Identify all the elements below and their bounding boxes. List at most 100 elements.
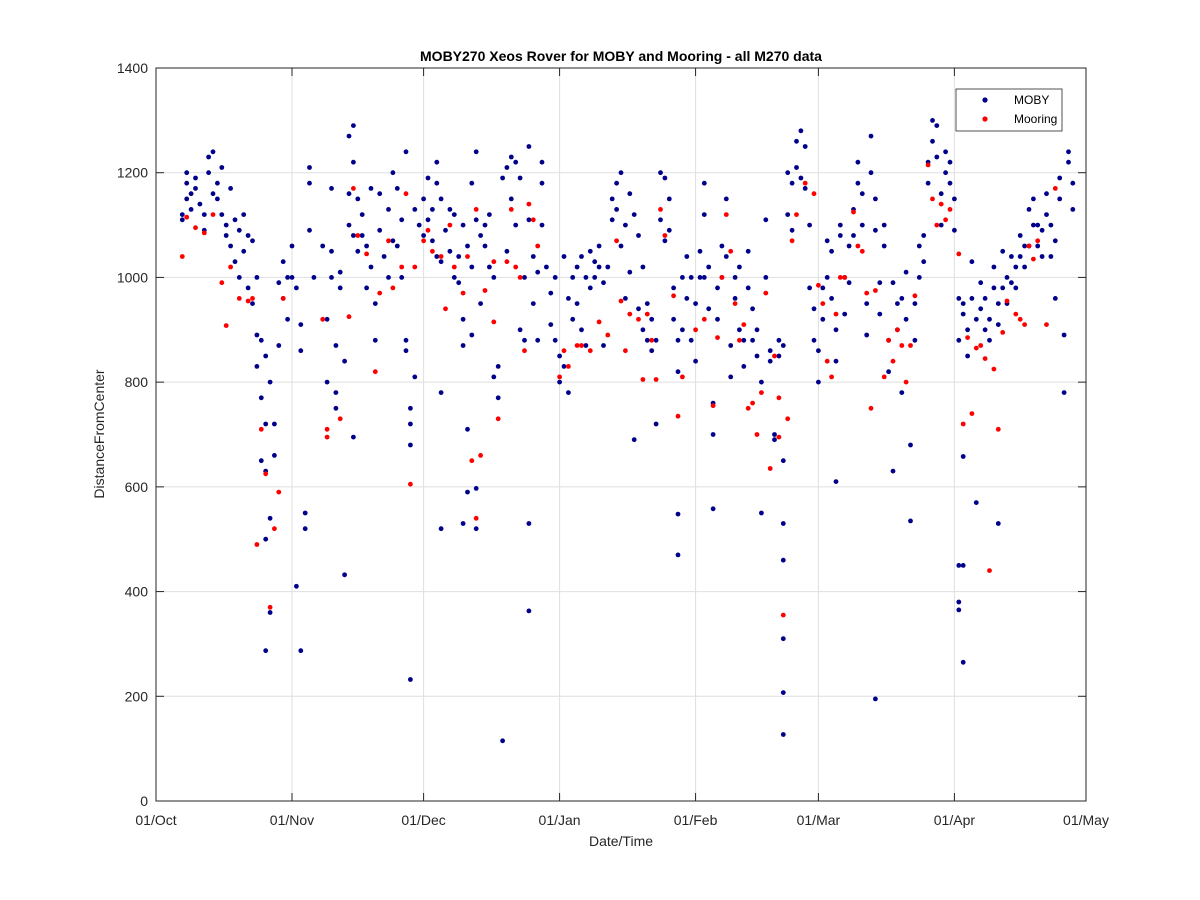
data-point-moby <box>399 217 405 223</box>
data-point-moby <box>789 227 795 233</box>
data-point-moby <box>254 364 260 369</box>
data-point-moby <box>780 636 786 642</box>
data-point-moby <box>587 248 593 254</box>
data-point-moby <box>421 233 426 238</box>
data-point-moby <box>811 306 817 312</box>
data-point-mooring <box>408 481 413 487</box>
data-point-moby <box>258 337 264 343</box>
data-point-moby <box>272 421 277 427</box>
data-point-moby <box>881 243 887 249</box>
data-point-moby <box>693 301 698 306</box>
data-point-moby <box>412 374 418 380</box>
data-point-moby <box>460 521 466 526</box>
data-point-moby <box>263 536 269 542</box>
data-point-moby <box>684 296 690 301</box>
data-point-moby <box>701 180 707 186</box>
data-point-moby <box>487 212 492 218</box>
data-point-mooring <box>1026 243 1032 249</box>
data-point-moby <box>644 337 650 343</box>
data-point-moby <box>307 227 312 233</box>
data-point-mooring <box>855 243 861 249</box>
data-point-moby <box>386 275 391 280</box>
data-point-moby <box>434 159 440 165</box>
data-point-moby <box>916 243 922 249</box>
data-point-moby <box>482 243 488 249</box>
data-point-moby <box>592 259 598 265</box>
data-point-moby <box>649 348 655 354</box>
data-point-moby <box>960 659 966 665</box>
data-point-moby <box>649 316 655 322</box>
data-point-mooring <box>965 335 970 340</box>
data-point-moby <box>513 222 519 228</box>
data-point-mooring <box>386 238 391 244</box>
y-tick-label: 600 <box>125 479 149 495</box>
data-point-moby <box>750 337 755 343</box>
data-point-moby <box>833 479 839 484</box>
y-tick-label: 1200 <box>117 165 148 181</box>
x-tick-label: 01/Nov <box>270 812 314 828</box>
data-point-moby <box>706 264 712 270</box>
data-point-moby <box>570 316 576 322</box>
data-point-mooring <box>956 251 962 257</box>
data-point-moby <box>644 301 650 306</box>
data-point-moby <box>443 227 448 233</box>
data-point-moby <box>916 275 922 280</box>
data-point-moby <box>456 280 462 286</box>
data-point-moby <box>1035 222 1041 228</box>
data-point-moby <box>280 259 286 265</box>
data-point-moby <box>1052 238 1058 244</box>
data-point-moby <box>956 607 962 613</box>
data-point-moby <box>1061 390 1067 395</box>
data-point-moby <box>1013 264 1019 270</box>
data-point-mooring <box>390 285 396 291</box>
data-point-mooring <box>355 233 361 238</box>
data-point-moby <box>960 301 966 306</box>
data-point-moby <box>662 175 668 181</box>
data-point-moby <box>263 353 269 359</box>
data-point-moby <box>355 248 361 254</box>
data-point-mooring <box>574 343 580 348</box>
data-point-moby <box>386 207 391 212</box>
data-point-moby <box>254 332 260 338</box>
data-point-moby <box>921 233 927 238</box>
data-point-mooring <box>759 390 764 395</box>
data-point-moby <box>859 222 865 228</box>
data-point-mooring <box>351 186 356 191</box>
data-point-moby <box>359 233 365 238</box>
data-point-mooring <box>890 358 896 364</box>
data-point-mooring <box>820 301 826 306</box>
data-point-mooring <box>899 343 905 348</box>
data-point-moby <box>995 322 1001 327</box>
data-point-mooring <box>868 405 874 411</box>
data-point-moby <box>675 552 681 558</box>
data-point-moby <box>785 170 791 176</box>
data-point-moby <box>232 259 238 265</box>
data-point-moby <box>943 170 948 176</box>
data-point-moby <box>873 196 878 202</box>
data-point-moby <box>193 175 198 181</box>
data-point-mooring <box>908 343 913 348</box>
data-point-moby <box>671 316 676 322</box>
legend-box <box>955 88 1063 132</box>
data-point-moby <box>179 217 185 223</box>
data-point-moby <box>693 358 698 364</box>
data-point-moby <box>267 515 273 521</box>
data-point-moby <box>267 610 273 615</box>
data-point-mooring <box>1022 322 1027 327</box>
data-point-moby <box>855 180 861 186</box>
data-point-moby <box>342 358 347 364</box>
data-point-mooring <box>263 471 269 477</box>
data-point-moby <box>965 353 970 359</box>
data-point-mooring <box>623 348 628 354</box>
data-point-mooring <box>723 212 729 218</box>
data-point-mooring <box>1017 316 1023 322</box>
data-point-mooring <box>403 191 409 197</box>
data-point-moby <box>408 442 413 448</box>
data-point-moby <box>517 175 523 181</box>
data-point-mooring <box>772 353 777 359</box>
data-point-mooring <box>851 209 856 215</box>
data-point-moby <box>938 222 944 228</box>
data-point-moby <box>530 254 536 259</box>
data-point-moby <box>451 212 457 218</box>
axes-background <box>156 68 1086 801</box>
